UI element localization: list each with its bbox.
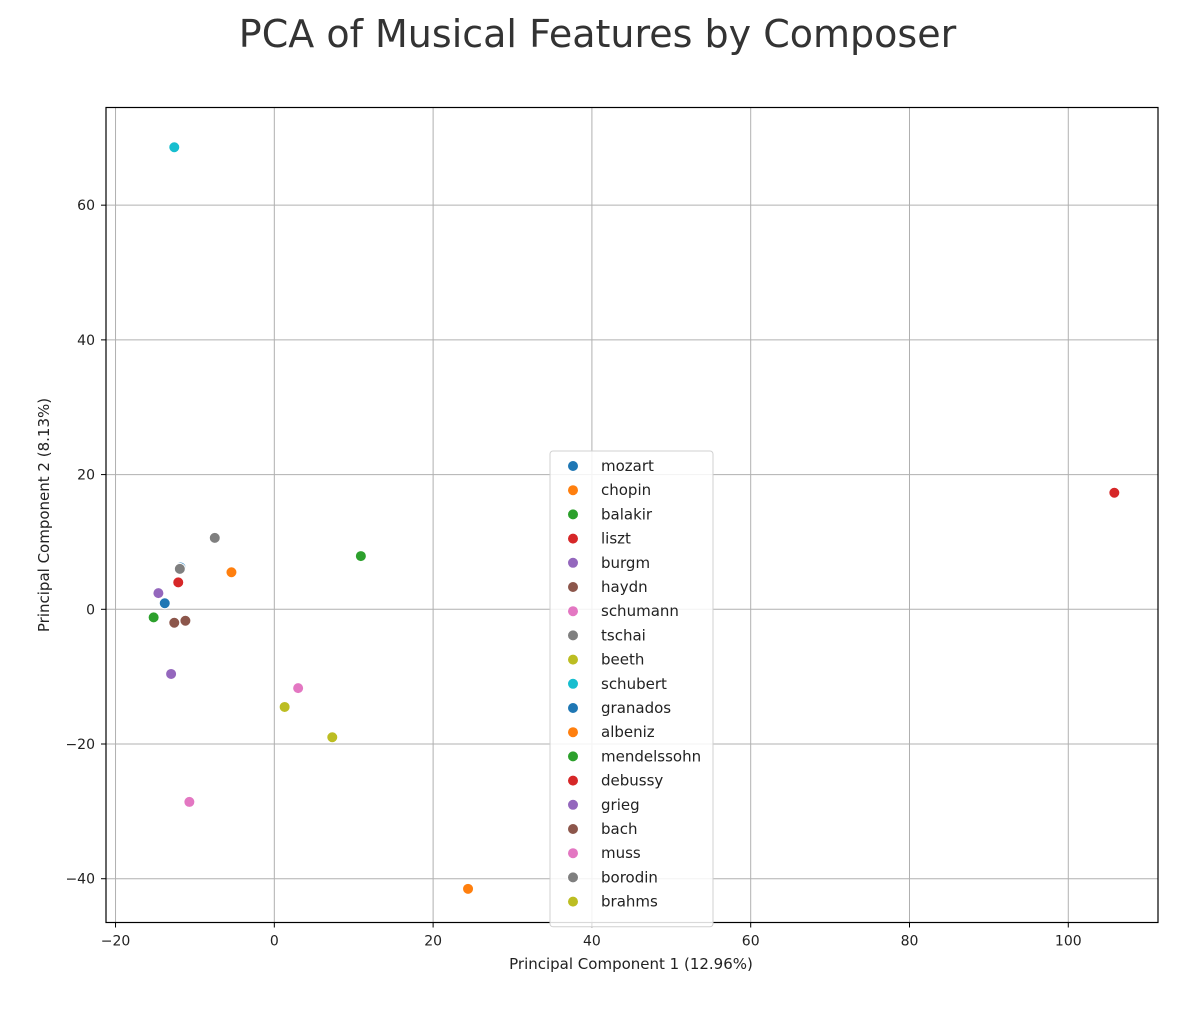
- legend-label-haydn: haydn: [601, 578, 648, 596]
- x-axis-label: Principal Component 1 (12.96%): [509, 955, 753, 973]
- legend-label-albeniz: albeniz: [601, 723, 655, 741]
- y-tick-label: 20: [77, 468, 95, 484]
- legend-marker-liszt: [567, 532, 579, 545]
- data-point-mendelssohn: [354, 550, 367, 563]
- data-point-balakir: [147, 611, 160, 624]
- x-tick-label: 80: [901, 934, 919, 950]
- data-point-chopin: [225, 566, 238, 579]
- y-axis-label: Principal Component 2 (8.13%): [35, 398, 53, 632]
- legend-marker-borodin: [567, 871, 579, 884]
- legend: mozart chopin balakir liszt burgm haydn schuma…: [549, 450, 714, 928]
- axis-ticks: −20 0 20 40 60 80 100 −40 −20 0 20 40 60: [65, 198, 1081, 949]
- data-point-albeniz: [462, 882, 475, 895]
- legend-label-tschai: tschai: [601, 626, 646, 644]
- data-point-mozart: [158, 597, 171, 610]
- legend-label-burgm: burgm: [601, 554, 650, 572]
- legend-marker-granados: [567, 702, 579, 714]
- data-point-haydn: [179, 614, 192, 627]
- legend-marker-burgm: [567, 556, 579, 569]
- legend-label-borodin: borodin: [601, 868, 658, 886]
- legend-label-mendelssohn: mendelssohn: [601, 747, 701, 765]
- legend-marker-haydn: [567, 581, 579, 593]
- y-tick-label: 60: [77, 198, 95, 214]
- x-tick-label: −20: [101, 934, 131, 950]
- x-tick-label: 0: [270, 934, 279, 950]
- legend-marker-balakir: [567, 508, 579, 521]
- legend-marker-tschai: [567, 629, 579, 642]
- legend-marker-chopin: [567, 484, 579, 497]
- legend-label-balakir: balakir: [601, 505, 653, 523]
- x-tick-label: 40: [583, 934, 601, 950]
- chart-title: PCA of Musical Features by Composer: [238, 12, 957, 56]
- legend-label-schumann: schumann: [601, 602, 679, 620]
- legend-marker-schubert: [567, 677, 579, 690]
- data-point-schumann: [183, 795, 196, 808]
- legend-label-grieg: grieg: [601, 796, 640, 814]
- legend-box: [549, 450, 714, 928]
- legend-label-liszt: liszt: [601, 530, 631, 548]
- legend-label-granados: granados: [601, 699, 671, 717]
- legend-label-debussy: debussy: [601, 772, 663, 790]
- legend-label-muss: muss: [601, 844, 641, 862]
- data-point-grieg: [165, 667, 178, 680]
- legend-marker-debussy: [567, 774, 579, 787]
- legend-label-schubert: schubert: [601, 675, 667, 693]
- legend-label-brahms: brahms: [601, 893, 658, 911]
- legend-label-mozart: mozart: [601, 457, 654, 475]
- legend-marker-mendelssohn: [567, 750, 579, 763]
- legend-marker-beeth: [567, 653, 579, 666]
- legend-marker-bach: [567, 823, 579, 835]
- data-point-tschai: [208, 531, 221, 544]
- x-tick-label: 20: [424, 934, 442, 950]
- legend-marker-albeniz: [567, 726, 579, 739]
- legend-marker-grieg: [567, 798, 579, 811]
- legend-label-chopin: chopin: [601, 481, 651, 499]
- y-tick-label: 0: [86, 602, 95, 618]
- legend-marker-muss: [567, 847, 579, 860]
- data-point-liszt: [1108, 486, 1121, 499]
- data-point-burgm: [152, 587, 165, 600]
- data-point-muss: [292, 682, 305, 695]
- data-point-borodin: [173, 562, 186, 575]
- y-tick-label: 40: [77, 333, 95, 349]
- data-point-debussy: [172, 576, 185, 589]
- legend-marker-schumann: [567, 605, 579, 618]
- data-point-schubert: [168, 141, 181, 154]
- data-points: [147, 141, 1121, 895]
- x-tick-label: 100: [1055, 934, 1082, 950]
- legend-marker-brahms: [567, 895, 579, 908]
- y-tick-label: −40: [65, 872, 95, 888]
- data-point-beeth: [326, 731, 339, 744]
- x-tick-label: 60: [742, 934, 760, 950]
- legend-label-bach: bach: [601, 820, 637, 838]
- legend-label-beeth: beeth: [601, 651, 644, 669]
- data-point-brahms: [278, 700, 291, 713]
- y-tick-label: −20: [65, 737, 95, 753]
- legend-marker-mozart: [567, 460, 579, 472]
- data-point-bach: [168, 616, 181, 629]
